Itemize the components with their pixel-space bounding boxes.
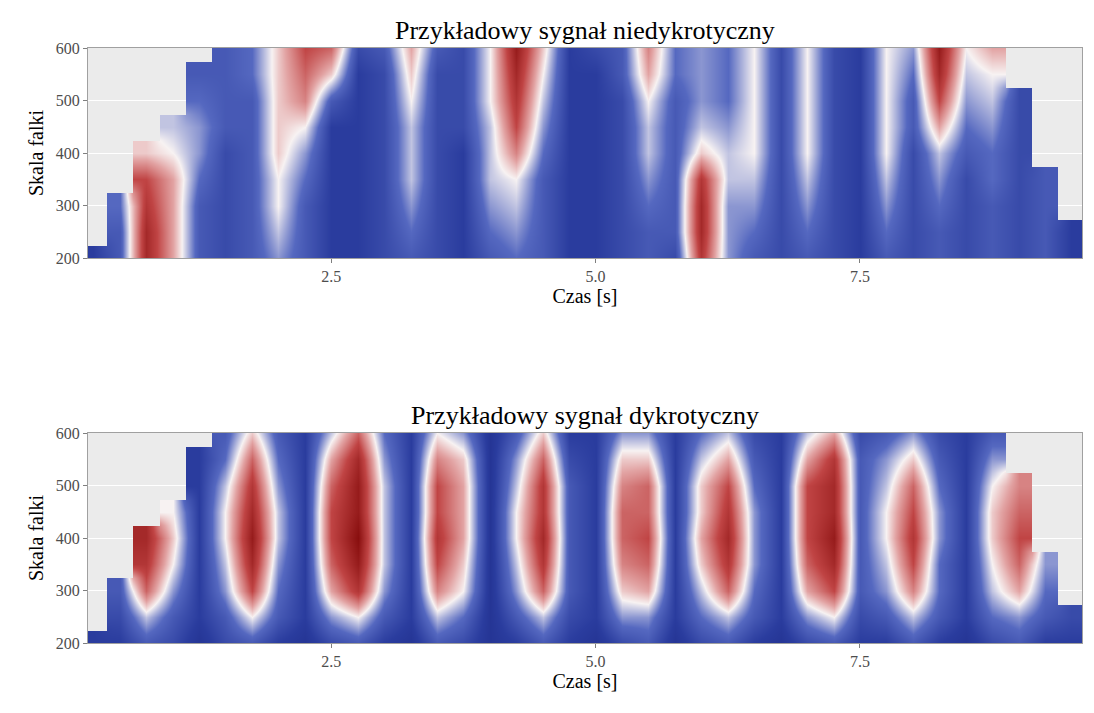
svg-text:500: 500 <box>56 477 80 494</box>
svg-text:400: 400 <box>56 145 80 162</box>
svg-text:2.5: 2.5 <box>321 268 341 285</box>
svg-text:200: 200 <box>56 635 80 652</box>
svg-text:600: 600 <box>56 40 80 57</box>
svg-text:Czas [s]: Czas [s] <box>553 285 618 307</box>
svg-text:7.5: 7.5 <box>850 653 870 670</box>
svg-text:5.0: 5.0 <box>586 653 606 670</box>
svg-text:600: 600 <box>56 425 80 442</box>
svg-text:7.5: 7.5 <box>850 268 870 285</box>
svg-text:2.5: 2.5 <box>321 653 341 670</box>
svg-text:Przykładowy sygnał niedykrotyc: Przykładowy sygnał niedykrotyczny <box>395 16 775 45</box>
svg-text:Przykładowy sygnał dykrotyczny: Przykładowy sygnał dykrotyczny <box>411 401 759 430</box>
svg-text:Skala falki: Skala falki <box>25 110 47 197</box>
svg-text:300: 300 <box>56 582 80 599</box>
svg-text:Skala falki: Skala falki <box>25 495 47 582</box>
svg-text:Czas [s]: Czas [s] <box>553 670 618 692</box>
svg-text:400: 400 <box>56 530 80 547</box>
svg-text:200: 200 <box>56 250 80 267</box>
svg-text:5.0: 5.0 <box>586 268 606 285</box>
svg-text:300: 300 <box>56 197 80 214</box>
svg-text:500: 500 <box>56 92 80 109</box>
